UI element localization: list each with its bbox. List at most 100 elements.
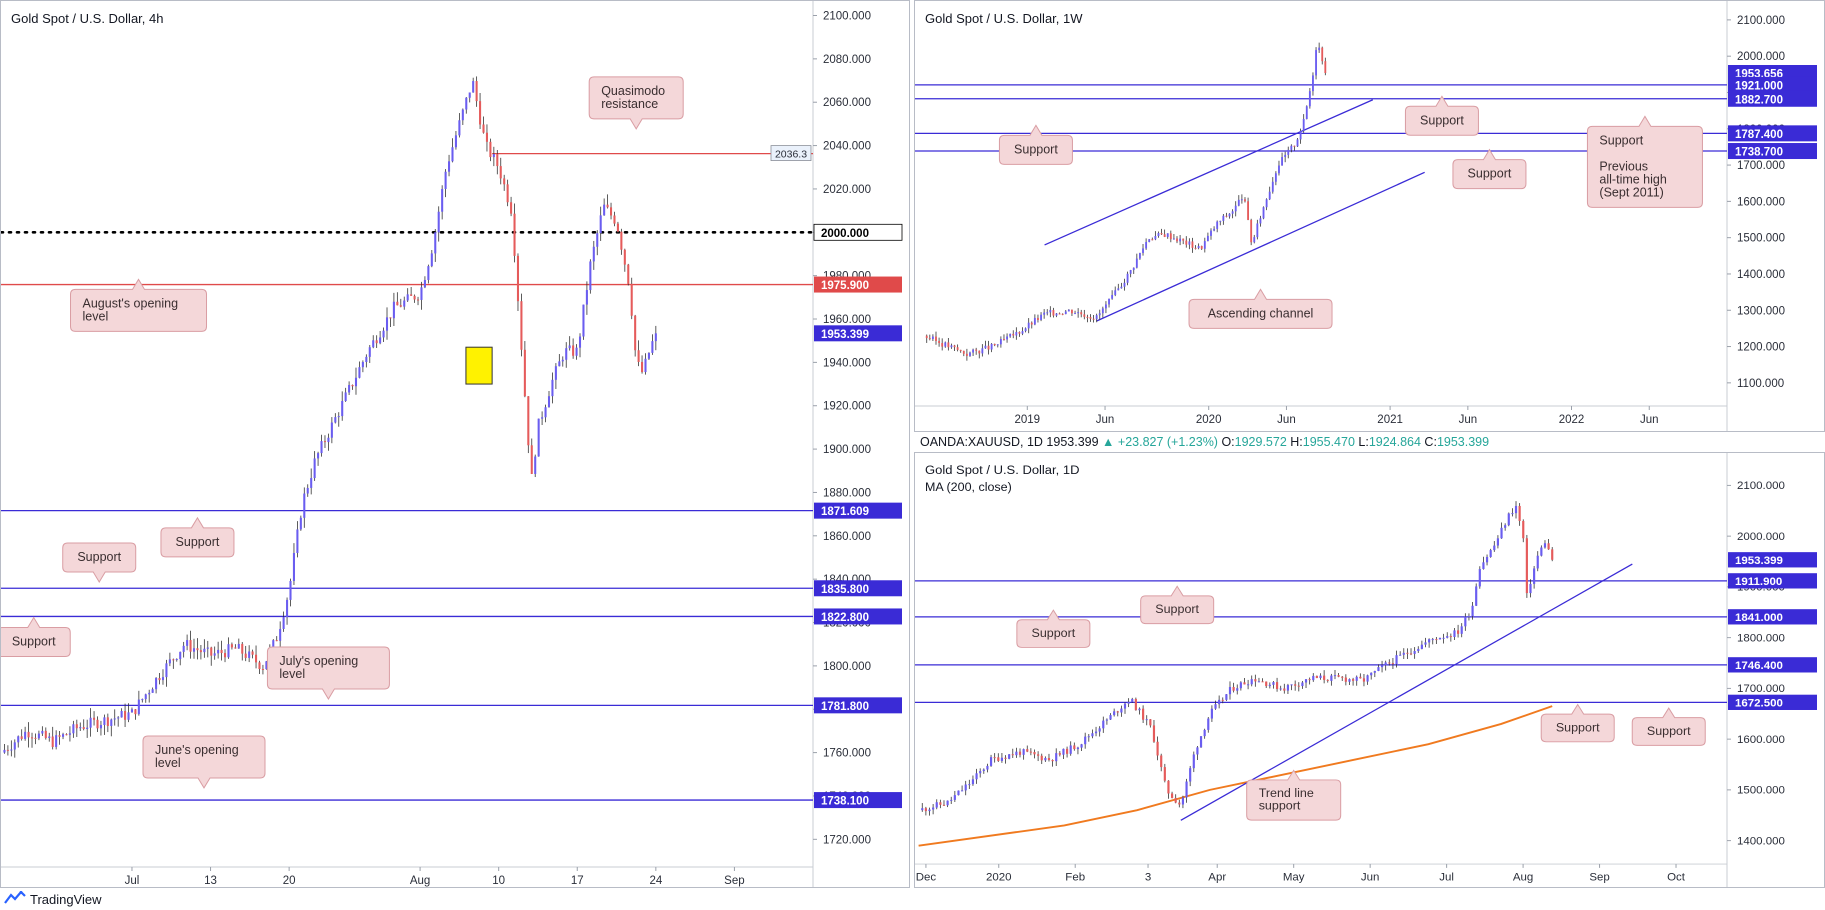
candle-body — [1109, 715, 1112, 720]
annotation-callout[interactable]: Support — [0, 616, 71, 658]
candle-body — [265, 661, 268, 670]
candle-body — [1348, 679, 1351, 682]
candle-body — [1210, 230, 1212, 236]
candle-body — [1417, 648, 1420, 652]
annotation-callout[interactable]: Support — [1631, 707, 1706, 746]
candle-body — [1152, 725, 1156, 742]
annotation-callout[interactable]: Support — [1404, 95, 1479, 136]
candle-body — [379, 337, 382, 344]
chart-svg-weekly[interactable]: 1100.000 1200.000 1300.000 1400.000 1500.000… — [915, 1, 1824, 431]
candle-body — [978, 350, 981, 354]
candle-body — [1529, 583, 1532, 594]
candle-body — [582, 304, 585, 337]
candle-body — [510, 202, 513, 214]
candle-body — [964, 784, 967, 791]
candle-body — [1420, 644, 1423, 649]
candle-body — [1214, 704, 1217, 709]
candle-body — [979, 771, 982, 774]
candle-body — [354, 377, 358, 387]
candle-body — [141, 699, 144, 701]
x-tick-label: 24 — [649, 875, 662, 887]
candle-body — [1231, 211, 1234, 214]
annotation-callout-box — [1452, 148, 1527, 190]
candle-body — [944, 342, 947, 347]
x-tick-label: Oct — [1667, 872, 1686, 884]
candle-body — [1442, 637, 1445, 639]
footer-brand[interactable]: TradingView — [30, 892, 102, 907]
candle-body — [389, 317, 392, 319]
chart-panel-4h[interactable]: 1720.0001740.0001760.0001780.0001800.000… — [0, 0, 910, 888]
level-tag-label: 1921.000 — [1735, 80, 1783, 92]
candle-body — [596, 233, 599, 247]
candle-body — [1253, 237, 1256, 243]
level-tag-box — [814, 608, 902, 625]
candle-body — [1305, 106, 1308, 119]
candle-body — [946, 800, 949, 806]
candle-body — [654, 333, 657, 342]
annotation-callout[interactable]: Support — [160, 516, 235, 558]
ma-200-line — [918, 705, 1553, 847]
candle-body — [86, 727, 89, 729]
annotation-callout[interactable]: Support — [1540, 703, 1615, 743]
annotation-callout-box — [1631, 707, 1706, 746]
annotation-callout[interactable]: Support — [998, 124, 1073, 165]
candle-body — [1098, 313, 1101, 316]
annotation-callout-text: support — [1259, 799, 1301, 813]
candle-body — [272, 640, 275, 650]
candle-body — [396, 301, 399, 306]
candle-body — [1478, 569, 1481, 587]
candle-body — [1281, 157, 1283, 166]
candle-body — [971, 779, 975, 785]
candle-body — [516, 255, 520, 302]
candle-body — [982, 769, 985, 772]
candle-body — [1321, 47, 1324, 62]
candle-body — [1196, 747, 1199, 755]
candle-body — [961, 790, 964, 792]
chart-svg-4h[interactable]: 1720.0001740.0001760.0001780.0001800.000… — [0, 1, 909, 887]
annotation-callout[interactable]: Support — [62, 542, 137, 583]
y-tick-label: 1100.000 — [1737, 378, 1784, 390]
candle-body — [1087, 736, 1090, 738]
c-label: C: — [1420, 435, 1437, 449]
candle-body — [1145, 719, 1148, 721]
y-tick-label: 2060.000 — [823, 97, 871, 109]
candle-body — [1424, 642, 1427, 645]
candle-body — [72, 724, 75, 734]
candle-body — [420, 287, 423, 300]
chart-panel-daily[interactable]: 1400.000 1500.000 1600.000 1700.000 1800.000… — [914, 452, 1825, 888]
candle-body — [627, 264, 630, 284]
level-tag-label: 1975.900 — [821, 280, 869, 292]
candle-body — [172, 659, 175, 661]
candle-body — [935, 802, 938, 808]
chart-svg-daily[interactable]: 1400.000 1500.000 1600.000 1700.000 1800.000… — [915, 453, 1824, 887]
annotation-callout[interactable]: Support — [1140, 585, 1215, 625]
candle-body — [928, 809, 931, 812]
candle-body — [144, 694, 147, 700]
candle-body — [1239, 682, 1242, 689]
y-tick-label: 1920.000 — [823, 401, 871, 413]
candle-body — [1065, 748, 1069, 754]
candle-body — [461, 109, 464, 121]
candle-body — [1185, 781, 1188, 798]
candle-body — [1194, 247, 1197, 249]
annotation-callout[interactable]: Ascending channel — [1188, 288, 1333, 329]
candle-body — [165, 663, 168, 678]
candle-body — [292, 553, 295, 581]
candle-body — [606, 204, 609, 208]
annotation-callout[interactable]: Support — [1016, 609, 1091, 648]
annotation-callout[interactable]: Support — [1452, 148, 1527, 190]
candle-body — [1169, 233, 1172, 240]
candle-body — [924, 808, 927, 812]
y-tick-label: 1880.000 — [823, 487, 871, 499]
candle-body — [1055, 313, 1058, 316]
candle-body — [1163, 767, 1166, 781]
candle-body — [575, 347, 578, 356]
level-tag-box — [1728, 125, 1817, 142]
chart-panel-weekly[interactable]: 1100.000 1200.000 1300.000 1400.000 1500.000… — [914, 0, 1825, 432]
